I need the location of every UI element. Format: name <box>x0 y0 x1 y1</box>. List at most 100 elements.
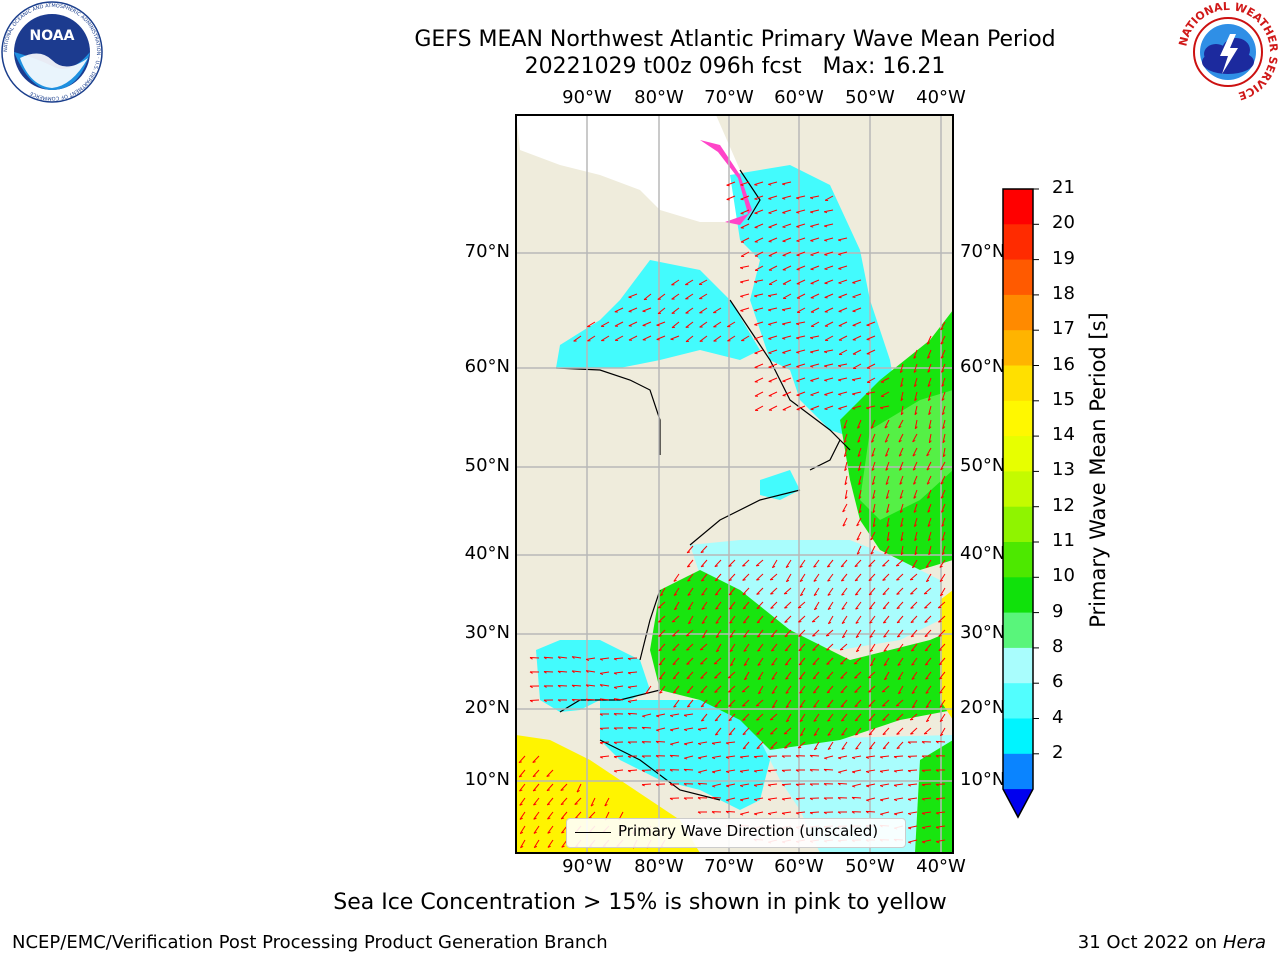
wave-arrow-head <box>782 197 786 200</box>
colorbar-segment <box>1003 577 1033 614</box>
wave-arrow-head <box>886 524 890 528</box>
wave-arrow-head <box>697 811 701 814</box>
wave-arrow <box>727 335 736 342</box>
wave-arrow <box>742 587 750 595</box>
colorbar-tick-label: 12 <box>1052 494 1075 516</box>
wave-arrow-head <box>784 607 788 609</box>
wave-arrow <box>754 223 764 228</box>
wave-arrow-head <box>869 649 874 652</box>
wave-arrow-head <box>884 677 888 681</box>
wave-arrow <box>714 573 722 582</box>
wave-arrow-head <box>840 691 844 694</box>
wave-arrow-head <box>796 211 800 214</box>
wave-arrow-head <box>940 356 944 359</box>
wave-arrow-head <box>882 719 886 721</box>
wave-arrow <box>853 657 862 665</box>
wave-arrow <box>838 265 848 270</box>
wave-arrow-head <box>767 770 771 773</box>
wave-arrow <box>869 615 876 624</box>
wave-arrow-head <box>799 719 804 722</box>
wave-arrow <box>784 741 792 749</box>
wave-arrow-head <box>728 691 732 693</box>
wave-arrow <box>840 699 848 708</box>
wave-arrow-head <box>686 663 690 665</box>
wave-arrow-head <box>700 648 704 651</box>
wave-arrow <box>628 685 638 688</box>
longitude-label: 50°W <box>845 87 895 108</box>
wave-arrow-head <box>655 769 659 772</box>
wave-arrow-head <box>627 727 631 730</box>
wave-arrow-head <box>841 747 845 750</box>
wave-arrow-head <box>865 756 870 759</box>
wave-arrow <box>768 181 778 185</box>
colorbar-segment <box>1003 471 1033 508</box>
wave-arrow <box>687 587 694 596</box>
wave-arrow-head <box>907 784 911 787</box>
wave-arrow-head <box>927 510 931 513</box>
wave-arrow-head <box>865 771 870 774</box>
wave-arrow-head <box>784 621 788 623</box>
wave-arrow-head <box>841 621 846 624</box>
wave-arrow <box>740 307 750 312</box>
wave-arrow <box>726 769 736 773</box>
wave-arrow <box>926 447 932 457</box>
wave-arrow-head <box>742 733 746 736</box>
wave-arrow-head <box>798 746 802 749</box>
longitude-label: 40°W <box>916 87 966 108</box>
wave-arrow-head <box>756 593 760 595</box>
wave-arrow <box>726 195 736 200</box>
wave-arrow <box>754 279 764 283</box>
wave-arrow-head <box>782 183 786 186</box>
wave-arrow <box>882 587 890 595</box>
wave-arrow <box>768 349 778 354</box>
wave-arrow-head <box>921 741 925 744</box>
wave-arrow <box>927 517 932 527</box>
wave-arrow <box>714 727 722 736</box>
wave-arrow-head <box>896 747 900 750</box>
wave-arrow <box>936 825 946 828</box>
wave-arrow <box>897 671 904 680</box>
wave-arrow <box>742 601 750 610</box>
wave-arrow-head <box>882 747 887 750</box>
wave-arrow <box>939 573 946 582</box>
wave-arrow-head <box>927 384 931 387</box>
wave-arrow <box>684 727 694 731</box>
wave-arrow <box>767 769 778 772</box>
wave-arrow <box>810 265 820 270</box>
colorbar-segment <box>1003 647 1033 684</box>
wave-arrow-head <box>911 677 915 680</box>
wave-arrow-head <box>599 713 603 716</box>
wave-arrow-head <box>543 699 547 703</box>
wave-arrow <box>824 209 834 213</box>
wave-arrow-head <box>899 482 903 485</box>
wave-arrow-head <box>795 323 800 326</box>
wave-arrow-head <box>767 784 771 787</box>
wave-arrow <box>824 307 834 313</box>
wave-arrow <box>627 712 638 715</box>
wave-arrow <box>840 657 848 665</box>
wave-arrow-head <box>683 729 688 732</box>
wave-arrow <box>826 699 834 708</box>
colorbar-tick-label: 17 <box>1052 318 1075 340</box>
wave-arrow-head <box>796 351 800 354</box>
wave-arrow <box>880 769 890 772</box>
wave-arrow-head <box>739 267 744 270</box>
wave-arrow-head <box>814 607 818 611</box>
nws-logo: NATIONAL WEATHER SERVICE <box>1176 0 1280 103</box>
wave-arrow-head <box>669 754 673 758</box>
wave-arrow <box>601 335 610 342</box>
wave-arrow <box>813 573 820 582</box>
wave-arrow-head <box>841 607 845 610</box>
wave-arrow <box>785 713 792 722</box>
wave-arrow <box>642 321 652 326</box>
wave-arrow-head <box>872 524 876 528</box>
wave-arrow <box>843 447 848 457</box>
wave-arrow-head <box>935 841 940 844</box>
wave-arrow-head <box>728 676 732 679</box>
wave-arrow <box>796 223 806 228</box>
wave-arrow-head <box>781 769 785 773</box>
wave-arrow-head <box>840 705 845 708</box>
wave-arrow-head <box>529 685 533 689</box>
wave-arrow-head <box>869 635 873 638</box>
wave-arrow <box>896 587 904 595</box>
